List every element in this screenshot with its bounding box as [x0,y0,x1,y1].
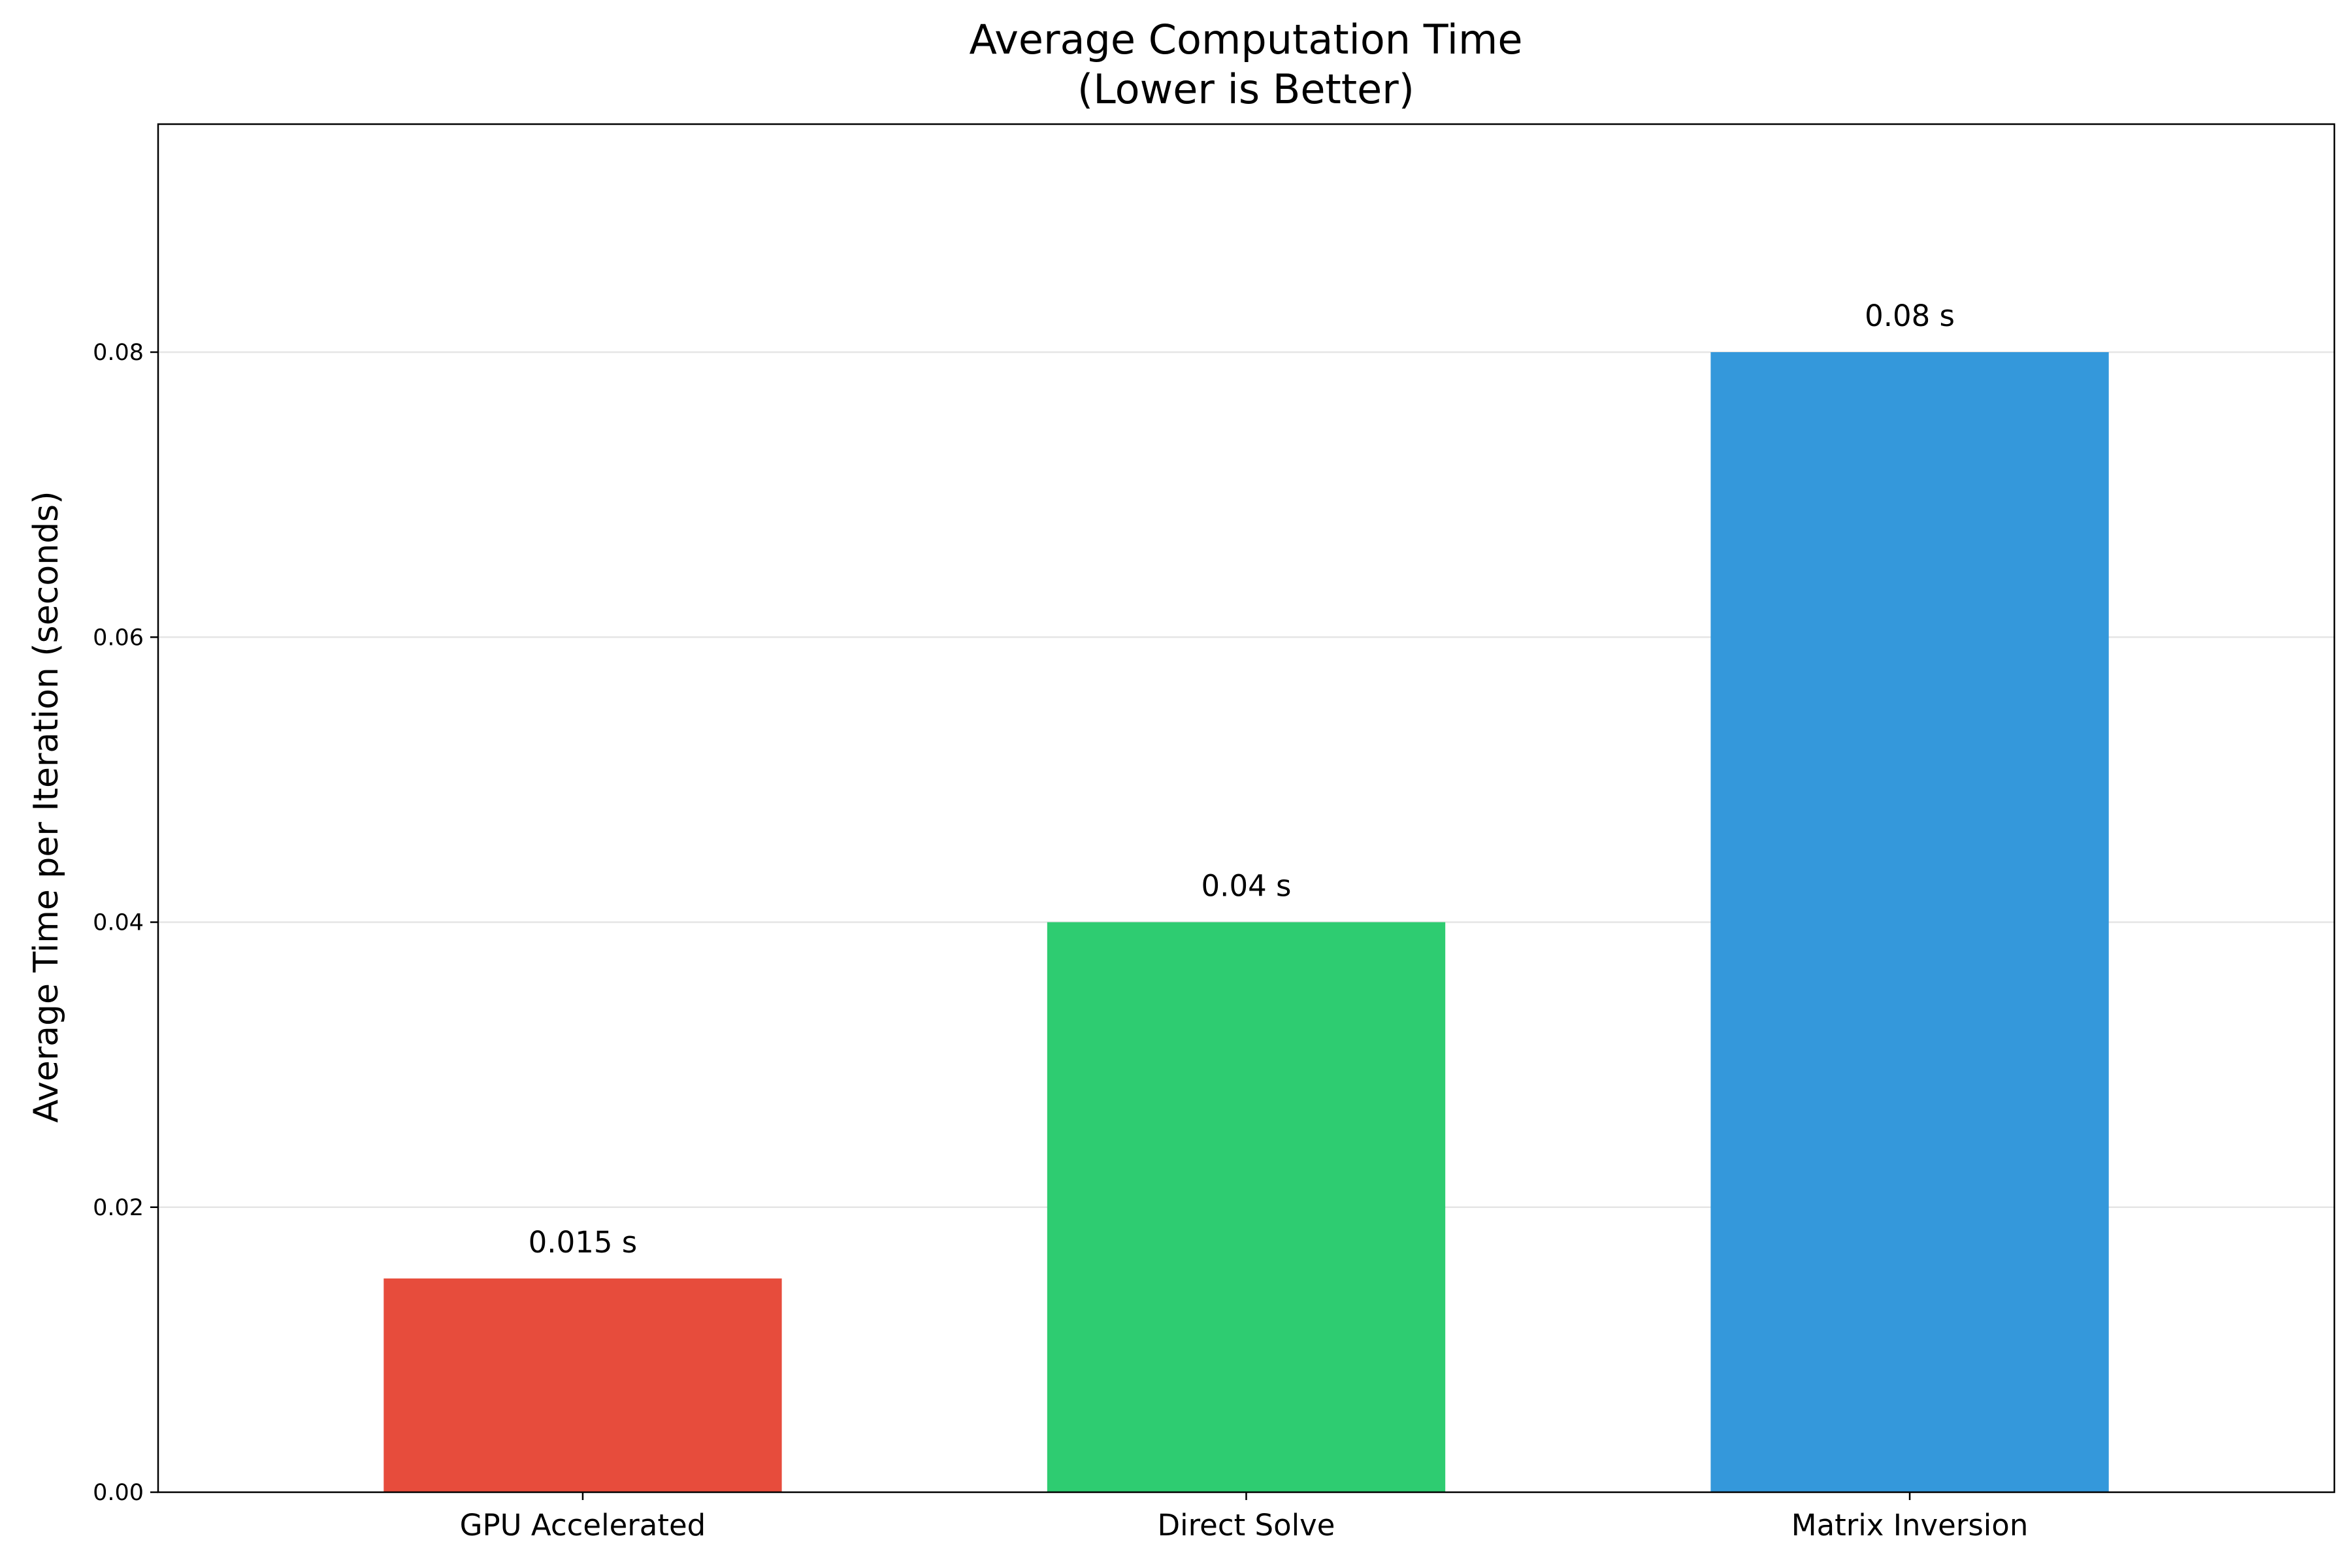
bar-value-label: 0.04 s [1201,869,1292,904]
y-tick-label: 0.02 [93,1195,144,1221]
bar-value-label: 0.015 s [529,1225,638,1260]
x-tick-label: Matrix Inversion [1791,1508,2029,1543]
chart-title-line-1: Average Computation Time [969,16,1522,63]
bar-gpu-accelerated [384,1278,782,1492]
bar-matrix-inversion [1710,352,2109,1492]
bar-value-label: 0.08 s [1865,299,1955,333]
x-axis-ticks: GPU Accelerated Direct Solve Matrix Invers… [460,1492,2029,1543]
bar-direct-solve [1047,922,1446,1492]
bars [384,352,2109,1492]
x-tick-label: Direct Solve [1158,1508,1335,1543]
y-tick-label: 0.04 [93,910,144,936]
y-tick-label: 0.00 [93,1480,144,1506]
value-labels: 0.015 s 0.04 s 0.08 s [529,299,1955,1260]
chart-title-line-2: (Lower is Better) [1077,65,1414,113]
y-tick-label: 0.06 [93,625,144,651]
x-tick-label: GPU Accelerated [460,1508,706,1543]
y-axis-ticks: 0.00 0.02 0.04 0.06 0.08 [93,340,158,1506]
y-axis-label: Average Time per Iteration (seconds) [27,491,66,1123]
y-tick-label: 0.08 [93,340,144,366]
